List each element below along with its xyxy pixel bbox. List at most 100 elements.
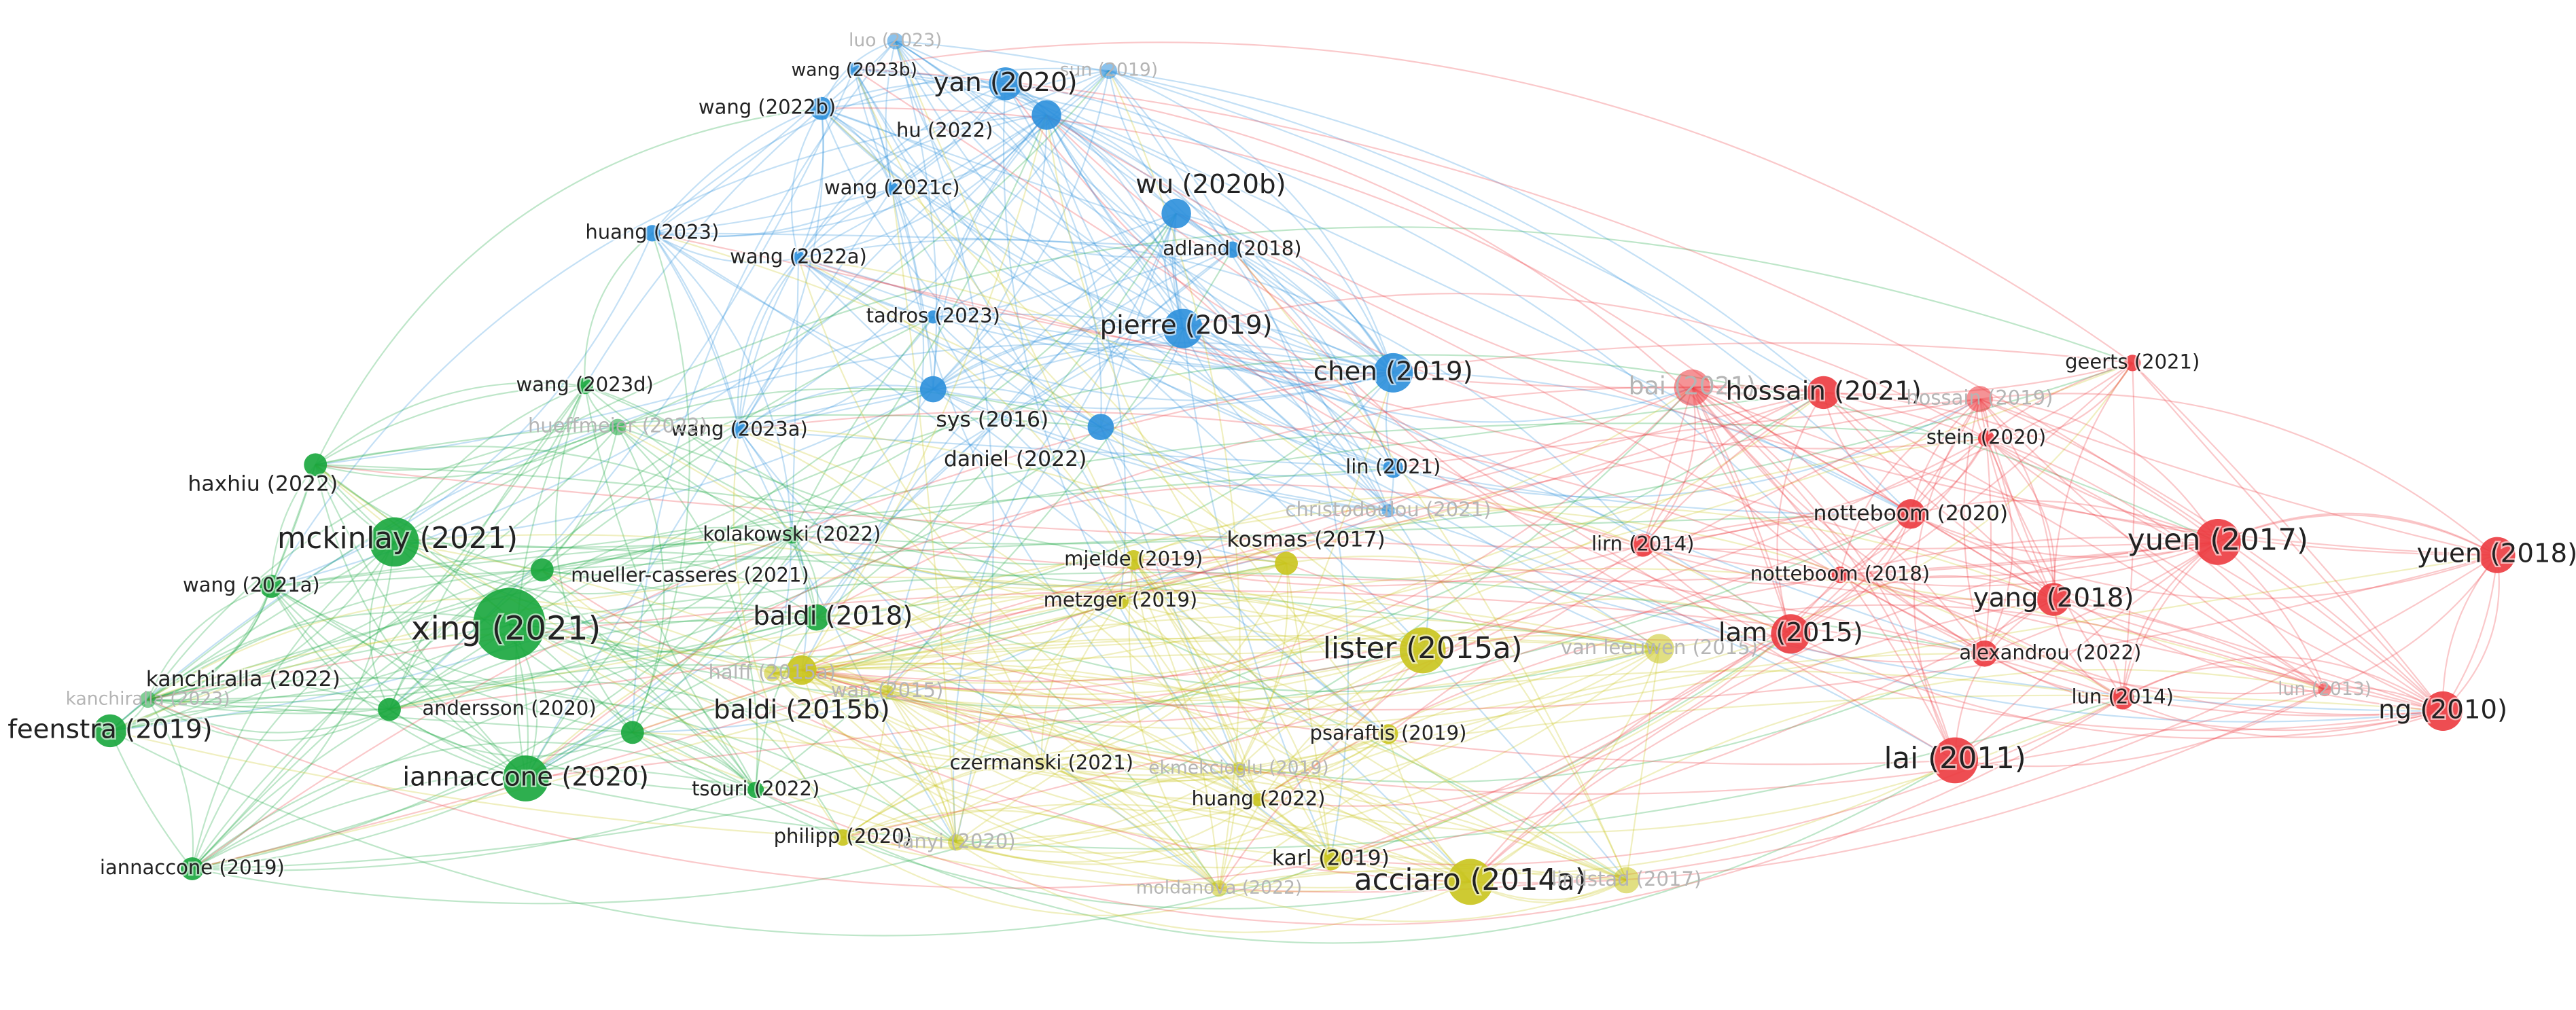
edge [772, 637, 1423, 674]
edge [617, 426, 1660, 693]
edge [584, 385, 793, 536]
edge [798, 257, 1660, 649]
node-label: wang (2022a) [730, 245, 867, 268]
edge [1642, 387, 1693, 546]
edge [1642, 544, 1841, 576]
edge [315, 446, 792, 537]
edge [1691, 387, 1792, 634]
edge [801, 634, 1659, 671]
node [609, 418, 627, 435]
edge [1133, 559, 1627, 881]
edge [1099, 427, 1239, 769]
node-label: hu (2022) [896, 118, 993, 141]
edge [389, 664, 802, 710]
edge [1182, 327, 1389, 511]
edge [772, 633, 1791, 729]
edge [894, 41, 1135, 560]
edge [1954, 697, 2123, 761]
edge [933, 372, 1394, 410]
node [1224, 241, 1241, 258]
node-label: lirn (2014) [1591, 533, 1695, 556]
edge [801, 544, 1644, 723]
edge [932, 213, 1177, 318]
edge [1120, 597, 1424, 651]
edge [887, 690, 1220, 889]
edge [192, 778, 527, 870]
edge [393, 541, 757, 791]
edge [1182, 293, 1987, 439]
edge [270, 585, 527, 779]
edge [1218, 513, 1911, 889]
node [1252, 793, 1265, 807]
edge [791, 509, 1389, 587]
node-label: tsouri (2022) [692, 777, 819, 800]
edge [2132, 362, 2444, 712]
edge [632, 732, 1471, 909]
node-label: metzger (2019) [1044, 588, 1198, 611]
edge [1133, 559, 1260, 800]
node [1613, 867, 1640, 894]
edge [772, 662, 1471, 883]
edge [816, 617, 1986, 783]
node-label: wang (2023d) [516, 373, 654, 396]
edge [1839, 574, 2123, 699]
edge [389, 391, 1824, 710]
node-label: huang (2022) [1191, 787, 1325, 810]
edge [801, 669, 1331, 869]
node [1831, 566, 1848, 583]
edge [2217, 512, 2498, 556]
edge [1120, 559, 1287, 602]
edge [843, 763, 1042, 839]
edge [389, 569, 543, 710]
edge [509, 617, 817, 653]
edge [738, 188, 893, 431]
edge [1218, 768, 1240, 889]
edge [542, 569, 756, 791]
edge [895, 40, 1184, 329]
edge [801, 669, 1389, 783]
edge [191, 569, 543, 869]
edge [147, 598, 773, 700]
node [1035, 757, 1048, 770]
edge [1659, 362, 2134, 650]
edge [821, 107, 1627, 881]
edge [955, 768, 1239, 844]
edge [801, 554, 2498, 711]
edge [853, 69, 1394, 469]
edge [801, 562, 1287, 671]
node-label: baldi (2015b) [713, 694, 890, 725]
node [2318, 683, 2331, 697]
edge [772, 649, 1424, 707]
edge [843, 649, 1424, 850]
edge [854, 41, 2133, 364]
edge [842, 749, 1239, 838]
edge [738, 430, 957, 843]
edge [270, 513, 1911, 588]
edge [1258, 697, 2123, 833]
edge [109, 729, 843, 839]
edge [147, 699, 390, 742]
edge [853, 69, 893, 190]
edge [652, 232, 1471, 883]
node-label: wang (2021c) [824, 176, 960, 199]
node [887, 33, 904, 50]
edge [894, 41, 994, 843]
edge [853, 69, 1101, 428]
edge [772, 662, 1627, 881]
edge [1238, 733, 1389, 774]
edge [1691, 387, 1841, 576]
edge [1041, 763, 1239, 780]
node [783, 527, 800, 544]
edge [821, 107, 1233, 251]
edge [2442, 554, 2498, 711]
edge [798, 108, 824, 259]
edge [816, 386, 1824, 619]
edge [652, 67, 1110, 234]
node [1896, 499, 1926, 529]
node-label: daniel (2022) [944, 447, 1087, 471]
edge [1046, 115, 1394, 469]
edge [1984, 541, 2219, 655]
node [1161, 198, 1191, 229]
edge [1108, 70, 1233, 251]
